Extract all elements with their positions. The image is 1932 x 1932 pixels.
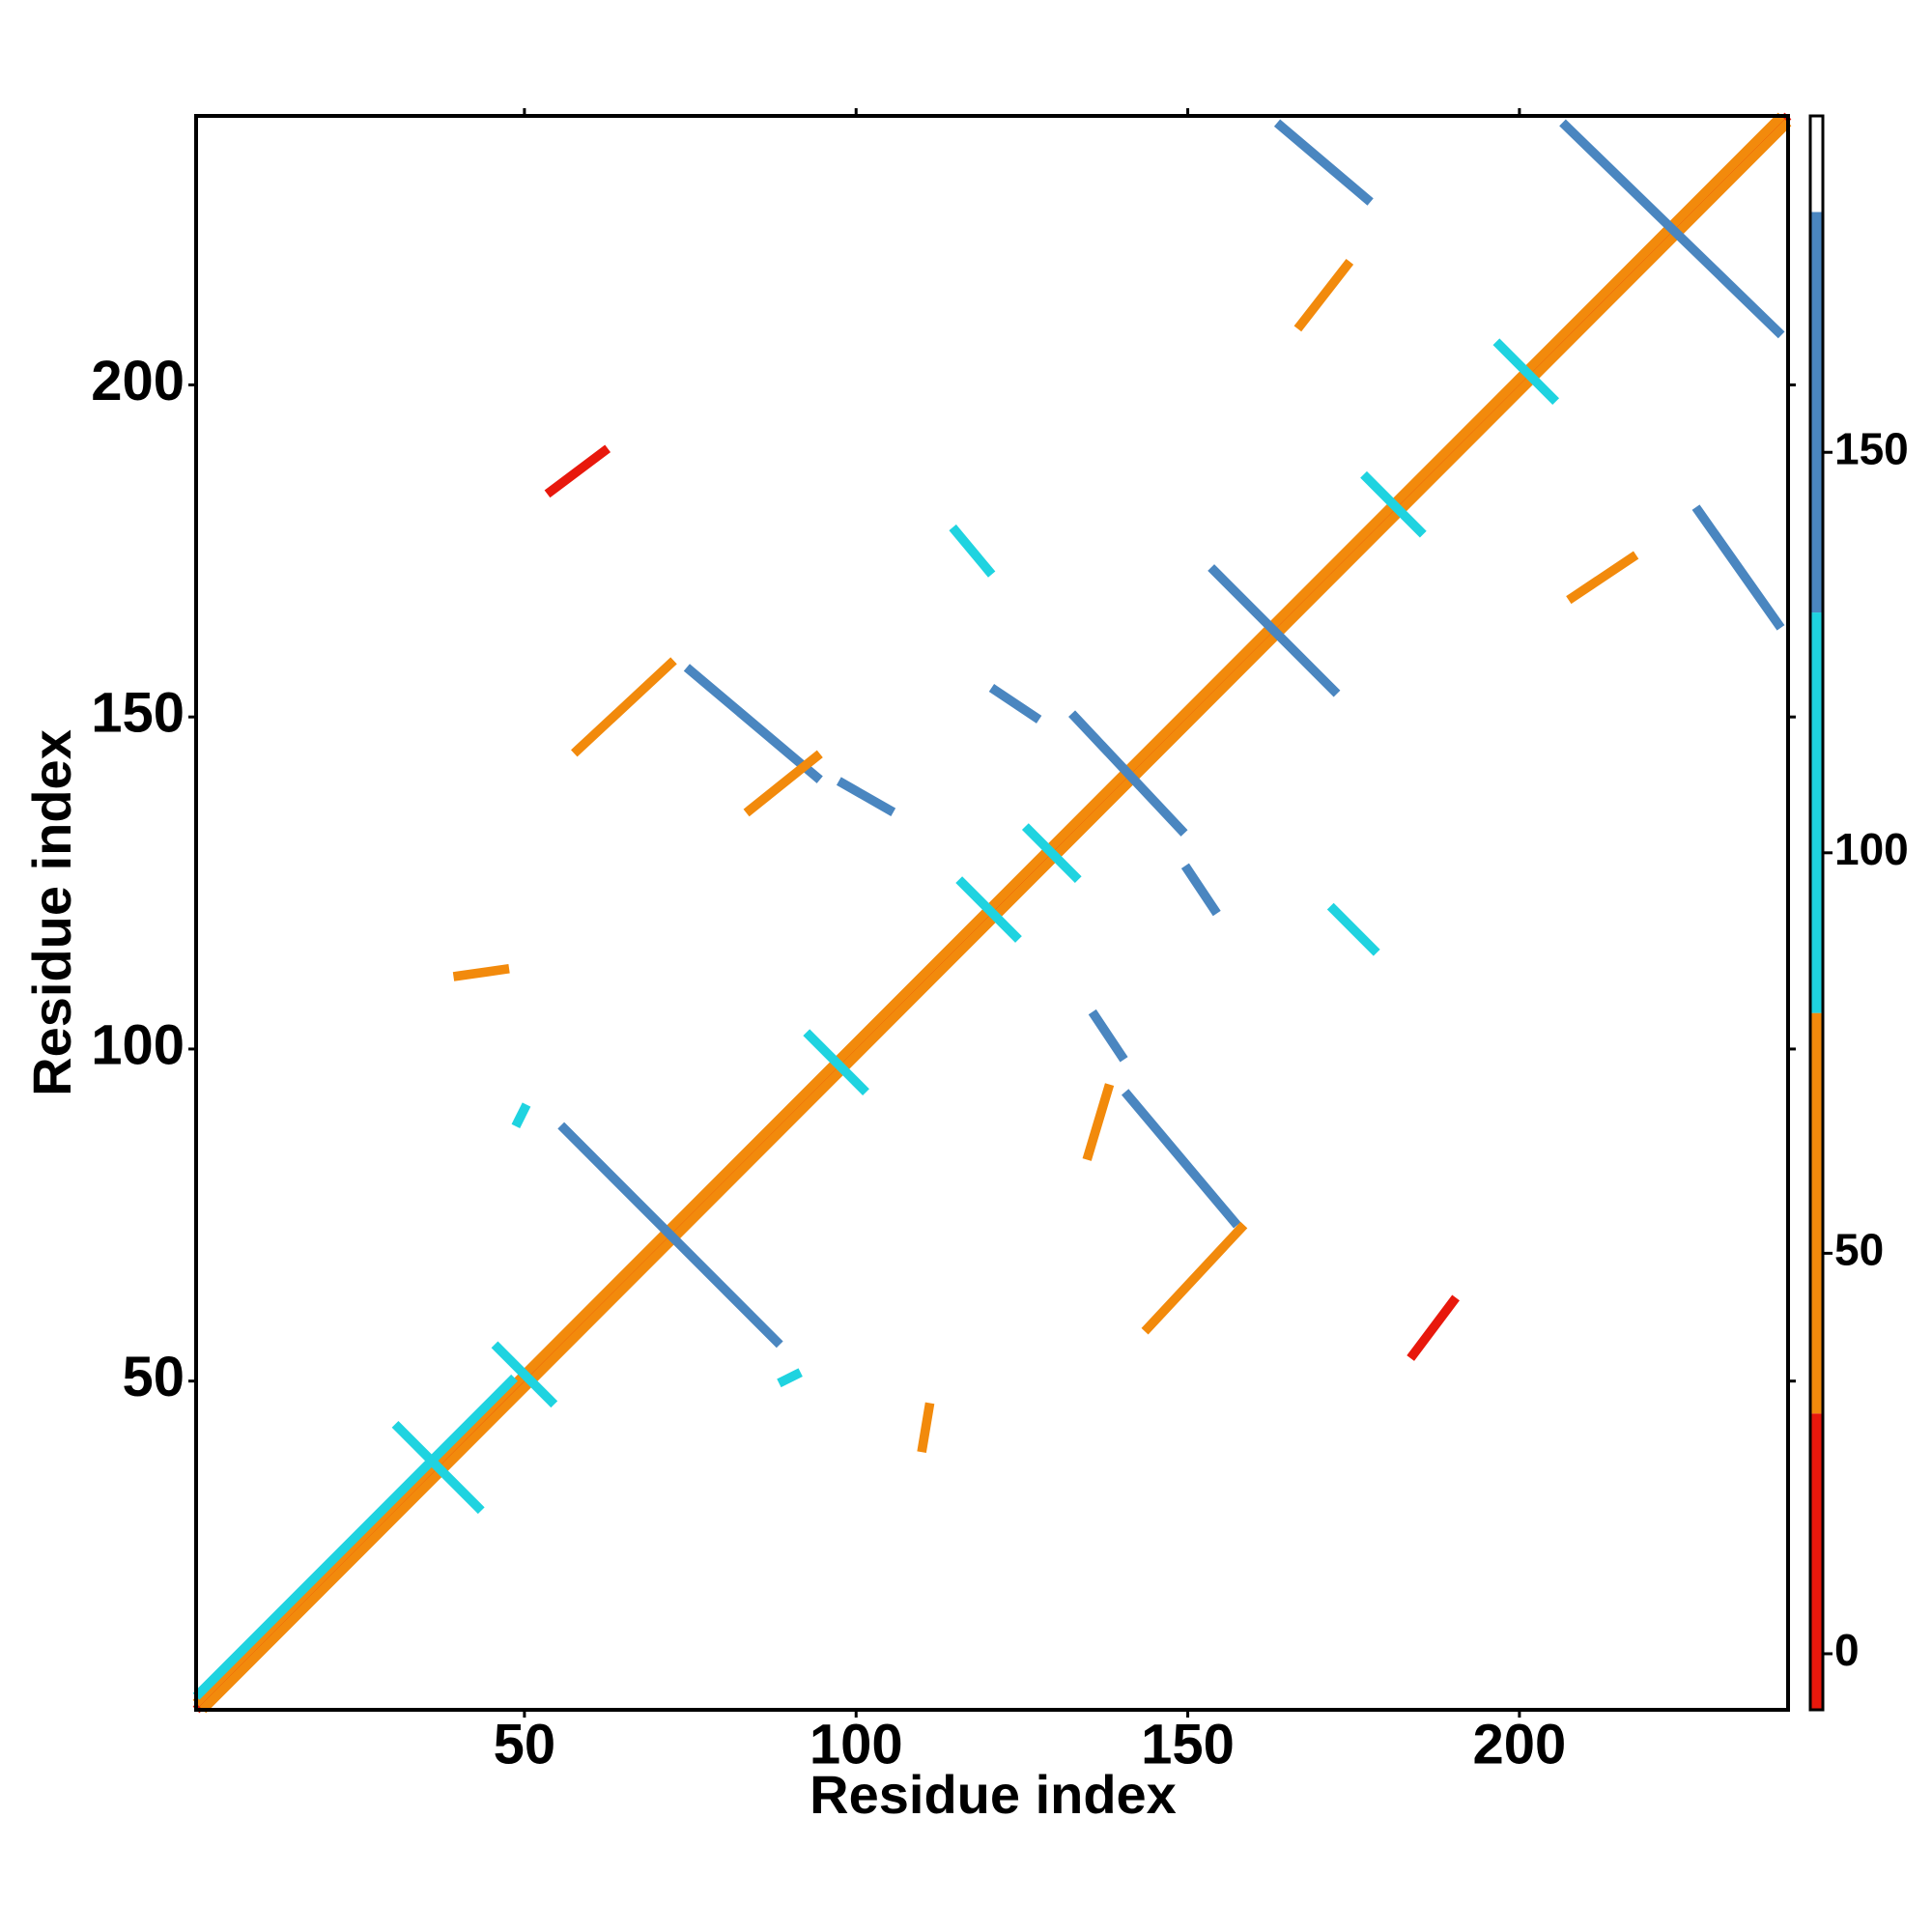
contact-streak xyxy=(1068,710,1188,837)
contact-streak xyxy=(452,963,510,981)
contact-streak xyxy=(955,876,1022,943)
y-tick-label: 50 xyxy=(122,1346,185,1408)
contact-streak xyxy=(1088,1009,1128,1063)
colorbar-bin xyxy=(1810,116,1823,213)
contact-streak xyxy=(1360,470,1427,538)
x-tick-label: 200 xyxy=(1473,1713,1567,1776)
y-tick-label: 100 xyxy=(91,1013,185,1076)
colorbar-tick-label: 0 xyxy=(1834,1625,1860,1675)
contact-streak xyxy=(803,1029,869,1095)
contact-streak xyxy=(836,777,896,816)
contact-streak xyxy=(391,1421,485,1515)
contact-streak xyxy=(1273,119,1374,206)
contact-streak xyxy=(1082,1083,1115,1161)
contact-streak xyxy=(1406,1294,1460,1361)
x-tick-label: 50 xyxy=(494,1713,556,1776)
contact-streak xyxy=(511,1102,531,1129)
contact-streak xyxy=(777,1368,803,1388)
contact-streak xyxy=(1021,823,1082,883)
contact-streak xyxy=(1492,338,1560,405)
contact-streak xyxy=(1180,863,1221,917)
colorbar-frame xyxy=(1808,114,1825,1712)
contact-streak xyxy=(683,664,823,783)
x-axis-label: Residue index xyxy=(810,1764,1177,1825)
colorbar-tick-label: 150 xyxy=(1834,423,1909,473)
colorbar-tick-label: 50 xyxy=(1834,1225,1884,1275)
y-axis-label: Residue index xyxy=(21,729,82,1096)
contact-streak xyxy=(1121,1089,1241,1229)
contact-streak xyxy=(743,750,823,817)
contact-streak xyxy=(557,1122,783,1349)
colorbar-bin xyxy=(1810,612,1823,1013)
contact-streak xyxy=(192,1374,518,1700)
y-tick-label: 200 xyxy=(91,350,185,412)
colorbar-bin xyxy=(1810,1413,1823,1710)
contact-streak xyxy=(1566,551,1639,605)
contact-streak xyxy=(949,524,996,578)
contact-streak xyxy=(1691,504,1785,631)
contact-streak xyxy=(1141,1221,1248,1335)
x-tick-label: 100 xyxy=(810,1713,903,1776)
contact-streak xyxy=(988,684,1042,724)
y-tick-label: 150 xyxy=(91,682,185,745)
contact-streak xyxy=(1326,902,1380,956)
contact-streak xyxy=(1208,564,1341,697)
x-tick-label: 150 xyxy=(1141,1713,1235,1776)
contact-streak xyxy=(571,657,677,757)
colorbar-bin xyxy=(1810,1012,1823,1414)
contact-streak xyxy=(1293,258,1354,332)
contact-streak xyxy=(917,1402,935,1453)
colorbar-tick-label: 100 xyxy=(1834,824,1909,874)
contact-streak xyxy=(491,1341,558,1408)
plot-frame xyxy=(194,114,1790,1712)
contact-streak xyxy=(1559,119,1785,339)
colorbar-bin xyxy=(1810,212,1823,613)
contact-streak xyxy=(544,444,611,498)
